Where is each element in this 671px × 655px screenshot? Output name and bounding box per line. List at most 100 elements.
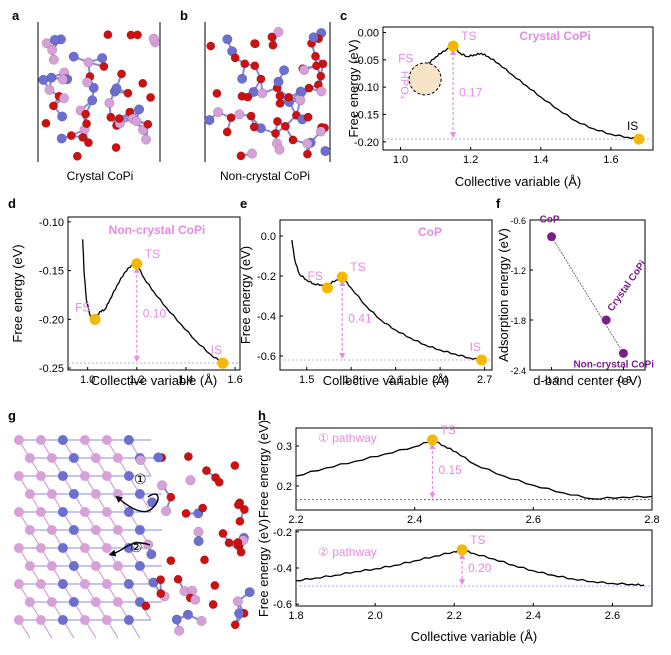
atom [134,525,145,535]
atom [193,536,204,547]
atom [79,543,90,553]
atom [72,151,82,161]
atom [57,615,68,625]
atom [320,146,331,157]
pathway-1-arrow [115,493,159,513]
atom [101,615,112,625]
x-tick-label: 1.0 [80,374,95,386]
atom [171,614,182,625]
atom [101,435,112,445]
atom [138,78,148,88]
panel-label-a: a [12,8,20,23]
y-tick-label: -0.20 [39,314,64,326]
plot-frame [295,427,653,511]
y-tick-label: 0.3 [277,441,292,453]
atom [200,555,209,565]
state-label: FS [398,52,413,66]
atom [173,574,183,584]
atom [273,76,284,87]
atom [68,51,79,62]
free-energy-curve [291,239,482,361]
atom [185,475,196,486]
atom [101,543,112,553]
atom [143,119,153,129]
pathway-2-label: ② [130,539,143,555]
plot-frame [67,216,241,371]
atom [114,114,124,124]
y-tick-label: -0.20 [354,137,379,149]
x-tick-label: -1.0 [544,375,560,385]
x-tick-label: 1.6 [603,154,618,166]
y-tick-label: -1.8 [510,316,526,326]
atom [182,609,193,620]
x-axis-label: Collective variable (Å) [411,629,537,644]
x-tick-label: 1.2 [463,154,478,166]
state-marker [426,434,438,446]
chart-title: ② pathway [318,545,377,559]
barrier-value: 0.10 [143,306,167,320]
atom [157,480,168,491]
atom [133,30,142,40]
atom [204,115,215,126]
panel-label-h: h [258,408,266,423]
atom [237,73,248,84]
atom [134,489,145,499]
atom [146,93,156,102]
atom [181,509,191,518]
atom [233,538,243,547]
x-tick-label: 1.5 [299,374,314,386]
state-marker [476,354,488,366]
atom [82,77,93,88]
y-axis-label: Free energy (eV) [346,39,361,137]
pathway-1-label: ① [134,471,147,487]
atom [38,74,49,85]
atom [212,89,222,98]
atom [13,543,24,553]
atom [24,489,35,499]
free-energy-curve [82,239,224,364]
hpo4-highlight [408,62,442,96]
chart-h2: 1.8 2.0 2.2 2.4 2.6 -0.2 -0.4 -0.6 Collective va… [256,519,653,644]
atom [153,452,164,463]
atom [13,579,24,589]
x-tick-label: 2.2 [288,514,303,526]
atom [273,26,284,38]
plot-frame [382,26,654,151]
panel-label-b: b [180,8,188,23]
point-label: Crystal CoPi [606,259,649,314]
state-label: FS [75,300,90,314]
atom [233,500,243,510]
atom [112,453,123,463]
y-tick-label: -0.25 [39,363,64,375]
atom [243,92,253,102]
atom [13,435,24,445]
state-marker [321,282,333,294]
atom [48,101,58,111]
y-tick-label: -2.4 [510,366,526,376]
interface-atoms [13,435,255,639]
state-marker [456,544,468,556]
atom [166,492,176,502]
state-marker [131,258,143,270]
atom [79,507,90,517]
atom [88,82,99,93]
atom [210,581,220,590]
atom [111,83,122,94]
atom [166,556,176,566]
atom [123,507,134,517]
atom [46,453,57,463]
atom [90,525,101,535]
y-tick-label: -0.6 [273,599,292,611]
x-tick-label: 2.4 [407,514,422,526]
chart-f: -1.0 -0.5 -0.6 -1.2 -1.8 -2.4 d-band center (e… [496,215,654,388]
atom [275,91,285,101]
atom [104,97,115,109]
atom [87,95,98,106]
x-tick-label: 2.1 [388,374,403,386]
atom [257,88,268,99]
atom [246,111,256,121]
atom [284,92,294,102]
atom [79,435,90,445]
atom [57,579,68,589]
state-label: TS [470,533,485,547]
